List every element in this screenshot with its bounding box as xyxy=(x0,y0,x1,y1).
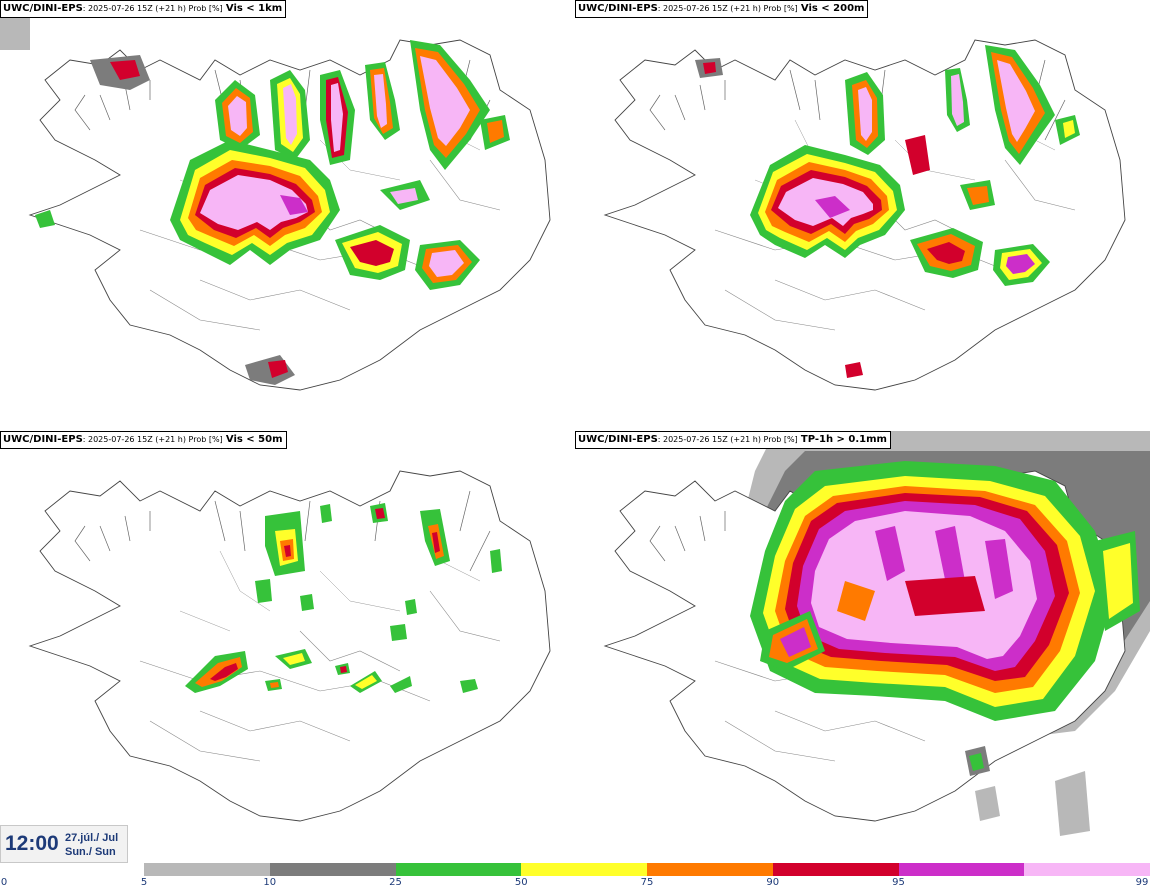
valid-day-line: Sun./ Sun xyxy=(65,846,116,858)
variable-label: Vis < 1km xyxy=(225,3,283,14)
color-legend xyxy=(144,863,1150,876)
legend-swatch xyxy=(1024,863,1150,876)
run-info: : 2025-07-26 15Z (+21 h) Prob [%] xyxy=(657,4,798,13)
run-info: : 2025-07-26 15Z (+21 h) Prob [%] xyxy=(82,435,223,444)
legend-tick-label: 0 xyxy=(0,877,8,888)
variable-label: Vis < 50m xyxy=(225,434,283,445)
run-info: : 2025-07-26 15Z (+21 h) Prob [%] xyxy=(657,435,798,444)
model-label: UWC/DINI-EPS xyxy=(3,434,83,445)
variable-label: TP-1h > 0.1mm xyxy=(800,434,887,445)
legend-tick-label: 25 xyxy=(389,877,402,888)
map-tp-1h xyxy=(604,431,1150,836)
run-info: : 2025-07-26 15Z (+21 h) Prob [%] xyxy=(82,4,223,13)
legend-swatch xyxy=(269,863,396,876)
legend-swatch xyxy=(395,863,522,876)
valid-time-box: 12:00 27.júl./ Jul Sun./ Sun xyxy=(0,825,128,863)
model-label: UWC/DINI-EPS xyxy=(3,3,83,14)
legend-tick-label: 50 xyxy=(514,877,528,888)
map-panel-vis-1km: UWC/DINI-EPS: 2025-07-26 15Z (+21 h) Pro… xyxy=(0,0,575,431)
probability-fields xyxy=(750,461,1140,836)
legend-tick-label: 90 xyxy=(766,877,780,888)
probability-fields xyxy=(695,45,1080,378)
legend-tick-label: 10 xyxy=(263,877,277,888)
map-panel-vis-50m: UWC/DINI-EPS: 2025-07-26 15Z (+21 h) Pro… xyxy=(0,431,575,862)
legend-tick-label: 95 xyxy=(892,877,905,888)
panel-title: UWC/DINI-EPS: 2025-07-26 15Z (+21 h) Pro… xyxy=(575,0,869,18)
legend-tick-label: 5 xyxy=(140,877,148,888)
map-vis-1km xyxy=(0,0,551,391)
panel-title: UWC/DINI-EPS: 2025-07-26 15Z (+21 h) Pro… xyxy=(0,431,287,449)
map-vis-200m xyxy=(604,39,1126,391)
panel-title: UWC/DINI-EPS: 2025-07-26 15Z (+21 h) Pro… xyxy=(0,0,287,18)
map-panel-tp-1h: UWC/DINI-EPS: 2025-07-26 15Z (+21 h) Pro… xyxy=(575,431,1150,862)
valid-hour: 12:00 xyxy=(5,832,59,855)
legend-swatch xyxy=(647,863,773,876)
legend-swatch xyxy=(144,863,270,876)
probability-fields xyxy=(185,503,502,693)
map-panel-vis-200m: UWC/DINI-EPS: 2025-07-26 15Z (+21 h) Pro… xyxy=(575,0,1150,431)
valid-date: 27.júl./ Jul Sun./ Sun xyxy=(65,831,118,859)
model-label: UWC/DINI-EPS xyxy=(578,3,658,14)
panel-title: UWC/DINI-EPS: 2025-07-26 15Z (+21 h) Pro… xyxy=(575,431,891,449)
map-vis-50m xyxy=(29,470,551,822)
legend-swatch xyxy=(772,863,899,876)
probability-fields xyxy=(35,40,510,385)
legend-tick-label: 75 xyxy=(640,877,654,888)
legend-tick-label: 99 xyxy=(1135,877,1149,888)
legend-swatch xyxy=(898,863,1025,876)
model-label: UWC/DINI-EPS xyxy=(578,434,658,445)
variable-label: Vis < 200m xyxy=(800,3,865,14)
valid-date-line: 27.júl./ Jul xyxy=(65,832,119,844)
legend-swatch xyxy=(521,863,647,876)
